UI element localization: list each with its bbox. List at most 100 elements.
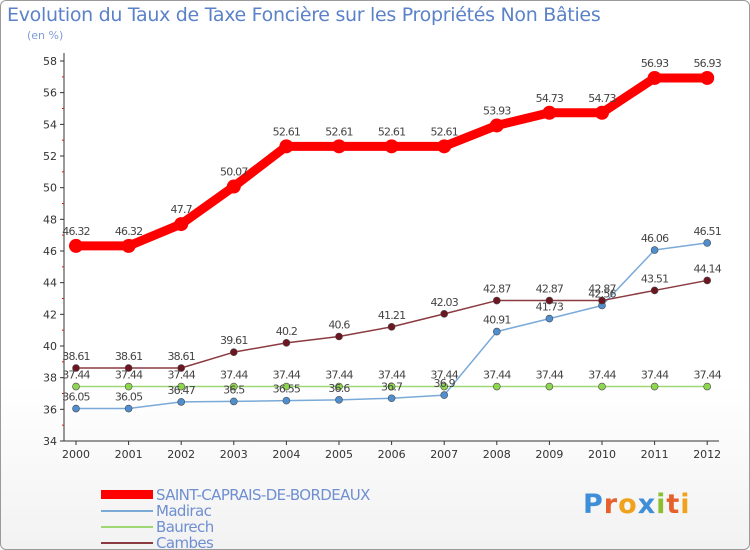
legend-label: Cambes [156,534,214,550]
x-tick-label: 2010 [588,448,616,461]
x-tick-label: 2005 [325,448,353,461]
y-tick-label: 46 [43,245,57,258]
legend-label: SAINT-CAPRAIS-DE-BORDEAUX [156,486,370,504]
data-point [437,139,452,154]
logo-letter: i [680,489,691,520]
y-tick-label: 44 [43,277,57,290]
data-label: 36.7 [381,380,403,393]
y-tick-label: 56 [43,87,57,100]
y-tick-label: 54 [43,118,57,131]
logo-letter: x [637,489,657,520]
y-tick-label: 50 [43,182,57,195]
data-point [282,396,291,405]
data-label: 37.44 [325,369,353,382]
data-point [650,246,659,254]
logo-letter: i [656,489,667,520]
x-tick-label: 2011 [641,448,669,461]
data-point [230,397,238,406]
data-point [121,238,136,253]
x-tick-label: 2007 [430,448,458,461]
data-point [545,382,554,391]
data-point [545,296,554,305]
logo-letter: r [603,489,619,520]
data-label: 56.93 [693,57,721,70]
data-label: 54.73 [588,92,616,105]
data-point [174,217,189,232]
data-label: 53.93 [483,104,511,117]
data-label: 52.61 [325,125,353,138]
data-label: 41.73 [536,301,564,314]
data-point [595,105,609,120]
data-point [72,404,80,413]
x-tick-label: 2001 [115,448,143,461]
data-point [124,382,133,391]
data-label: 52.61 [378,125,406,138]
data-point [387,394,396,403]
data-point [542,105,557,120]
data-point [440,391,449,399]
data-label: 36.47 [167,384,195,397]
data-label: 37.44 [273,369,301,382]
logo-letter: o [618,489,638,520]
data-label: 37.44 [220,369,248,382]
data-label: 37.44 [483,369,511,382]
y-tick-label: 36 [43,403,57,416]
data-point [226,179,241,194]
data-label: 37.44 [693,369,721,382]
data-label: 37.44 [378,369,406,382]
data-point [492,382,501,391]
data-point [545,314,554,323]
data-point [177,398,185,406]
chart-title: Evolution du Taux de Taxe Foncière sur l… [7,4,601,26]
data-point [703,276,712,285]
data-label: 47.7 [171,203,193,216]
data-label: 38.61 [167,350,195,363]
data-point [124,364,133,372]
y-tick-label: 34 [43,435,57,448]
data-point [384,139,399,154]
x-tick-label: 2006 [378,448,406,461]
y-tick-label: 40 [43,340,57,353]
proxiti-logo: Proxiti [583,489,691,520]
data-point [230,348,238,356]
data-point [177,364,185,372]
y-tick-label: 58 [43,55,57,68]
legend-swatch [101,526,153,528]
data-label: 37.44 [641,369,669,382]
data-label: 40.2 [276,325,297,338]
unit-label: (en %) [27,29,64,42]
data-label: 46.32 [62,225,90,238]
data-point [332,139,346,154]
data-label: 46.51 [693,225,721,238]
legend-label: Madirac [156,502,212,520]
legend-swatch [101,510,153,512]
data-point [335,396,343,404]
data-label: 42.56 [588,287,616,300]
data-label: 40.91 [483,314,511,327]
x-tick-label: 2000 [62,448,90,461]
data-label: 42.87 [536,283,564,296]
y-tick-label: 42 [43,308,57,321]
data-label: 41.21 [378,309,406,322]
data-label: 42.87 [588,283,616,296]
data-point [72,364,80,372]
data-label: 37.44 [62,369,90,382]
data-label: 43.51 [641,272,669,285]
legend-swatch [101,542,153,544]
x-tick-label: 2008 [483,448,511,461]
data-label: 36.05 [62,391,90,404]
data-point [279,139,294,154]
data-point [598,382,606,391]
data-label: 56.93 [641,57,669,70]
data-label: 37.44 [430,369,458,382]
data-label: 38.61 [115,350,143,363]
data-label: 52.61 [273,125,301,138]
data-label: 36.5 [223,383,245,396]
logo-letter: t [666,489,681,520]
data-point [598,296,606,305]
data-point [650,286,659,295]
data-point [69,238,83,253]
x-tick-label: 2002 [167,448,195,461]
